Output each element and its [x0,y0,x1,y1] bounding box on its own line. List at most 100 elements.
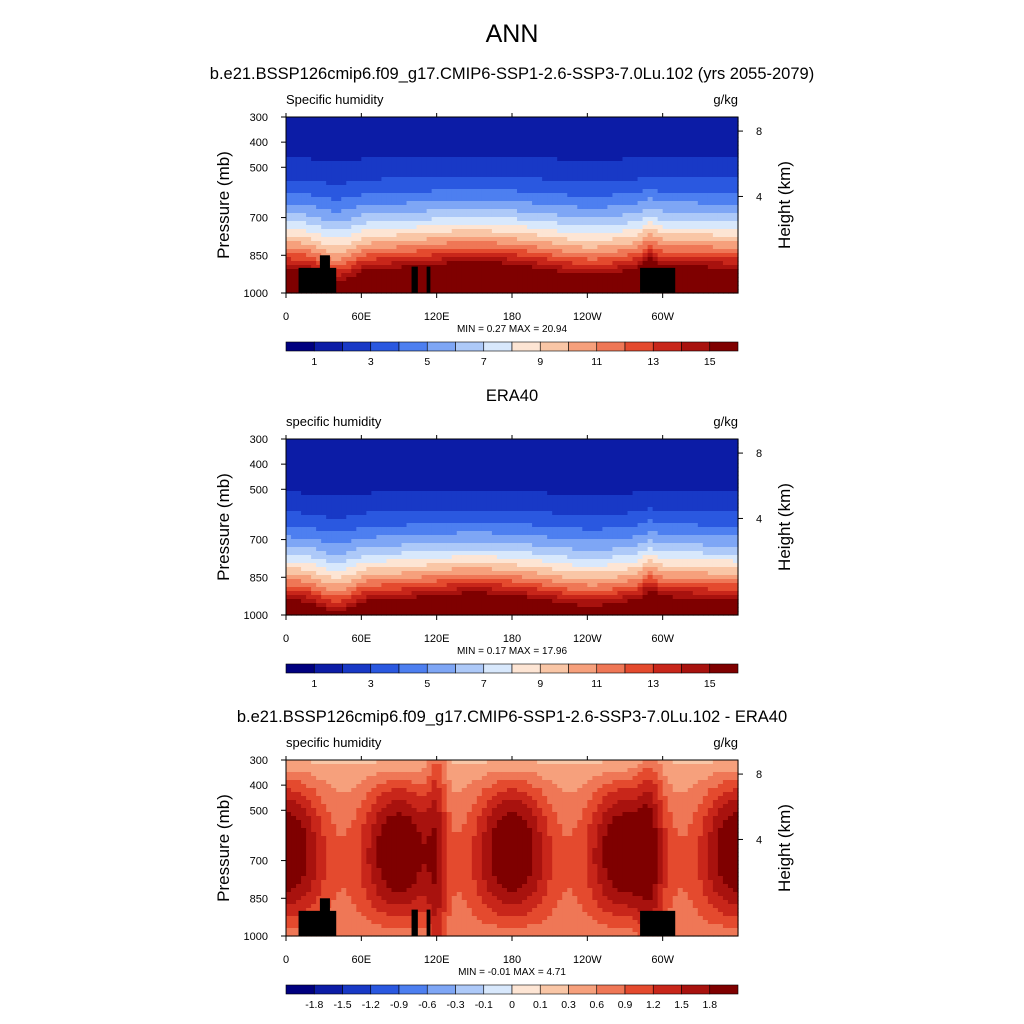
colorbar-label: 9 [537,356,543,368]
terrain-block [640,267,676,293]
colorbar-label: 5 [424,356,430,368]
x-tick-label: 180 [503,954,521,966]
y-axis-title: Pressure (mb) [214,794,233,902]
colorbar-swatch [511,984,541,995]
colorbar-label: -0.6 [418,999,436,1011]
colorbar-label: 3 [368,356,374,368]
x-tick-label: 180 [503,311,521,323]
colorbar-swatch [398,663,428,674]
terrain-block [298,267,337,293]
colorbar-label: 0.9 [618,999,633,1011]
colorbar-label: 13 [647,356,659,368]
colorbar-swatch [596,984,626,995]
y-tick-label: 850 [250,572,268,584]
terrain-block [411,266,418,293]
colorbar-swatch [709,984,739,995]
colorbar-swatch [426,663,456,674]
colorbar-swatch [652,341,682,352]
colorbar-swatch [313,341,343,352]
x-tick-label: 60W [651,633,674,645]
colorbar-label: 15 [704,678,716,690]
colorbar-swatch [568,663,598,674]
colorbar-swatch [652,663,682,674]
colorbar-label: 11 [591,678,602,690]
colorbar: -1.8 -1.5 -1.2 -0.9 -0.6 -0.3 -0.1 0 0.1 0.3 0.6 0.… [285,984,739,1011]
y-tick-label: 300 [250,755,268,767]
panel-title: b.e21.BSSP126cmip6.f09_g17.CMIP6-SSP1-2.… [210,65,814,83]
colorbar-label: 15 [704,356,716,368]
y-tick-label: 500 [250,484,268,496]
x-tick-label: 60W [651,311,674,323]
variable-label: specific humidity [286,414,382,429]
colorbar: 1 3 5 7 9 11 13 15 [285,341,739,368]
y-tick-label: 300 [250,434,268,446]
y2-tick-label: 4 [756,834,762,846]
colorbar-swatch [681,984,711,995]
colorbar-label: 1.8 [702,999,717,1011]
terrain-block [640,910,676,936]
terrain-block [426,266,431,293]
colorbar-swatch [342,663,372,674]
colorbar-swatch [455,984,485,995]
y2-tick-label: 8 [756,769,762,781]
colorbar: 1 3 5 7 9 11 13 15 [285,663,739,690]
colorbar-swatch [370,663,400,674]
panel-title: b.e21.BSSP126cmip6.f09_g17.CMIP6-SSP1-2.… [237,708,787,726]
x-tick-label: 60E [352,954,372,966]
heatmap-field [286,760,739,937]
y-tick-label: 500 [250,162,268,174]
x-tick-label: 60E [352,633,372,645]
colorbar-swatch [285,663,315,674]
y-axis-title: Pressure (mb) [214,151,233,259]
y-tick-label: 1000 [244,931,268,943]
colorbar-swatch [483,663,513,674]
x-tick-label: 0 [283,311,289,323]
colorbar-swatch [709,663,739,674]
colorbar-swatch [681,663,711,674]
colorbar-swatch [313,663,343,674]
colorbar-swatch [624,663,654,674]
units-label: g/kg [713,414,738,429]
colorbar-swatch [370,341,400,352]
figure-title: ANN [485,20,539,48]
colorbar-swatch [511,663,541,674]
x-tick-label: 120E [424,633,450,645]
colorbar-swatch [539,341,569,352]
colorbar-label: 3 [368,678,374,690]
y-tick-label: 700 [250,535,268,547]
terrain-block [319,255,330,293]
y-tick-label: 1000 [244,610,268,622]
colorbar-swatch [285,984,315,995]
y-tick-label: 700 [250,213,268,225]
min-max-stats: MIN = -0.01 MAX = 4.71 [458,967,566,978]
colorbar-swatch [455,341,485,352]
colorbar-label: 0.6 [589,999,604,1011]
colorbar-swatch [511,341,541,352]
y2-axis-title: Height (km) [775,804,794,892]
x-tick-label: 60E [352,311,372,323]
panel-1: b.e21.BSSP126cmip6.f09_g17.CMIP6-SSP1-2.… [210,65,814,368]
y2-axis-title: Height (km) [775,161,794,249]
colorbar-label: -1.2 [362,999,380,1011]
colorbar-swatch [285,341,315,352]
terrain-block [319,898,330,936]
panel-title: ERA40 [486,387,538,405]
colorbar-label: 7 [481,356,487,368]
colorbar-swatch [681,341,711,352]
terrain-mask [298,255,676,293]
terrain-mask [298,898,676,936]
colorbar-label: 1.5 [674,999,689,1011]
y-tick-label: 700 [250,856,268,868]
colorbar-label: -0.9 [390,999,408,1011]
colorbar-label: 1.2 [646,999,661,1011]
colorbar-swatch [398,341,428,352]
heatmap-field [286,117,739,294]
colorbar-swatch [426,984,456,995]
y-tick-label: 400 [250,459,268,471]
colorbar-label: -0.3 [446,999,464,1011]
y2-tick-label: 4 [756,513,762,525]
y-tick-label: 400 [250,137,268,149]
colorbar-swatch [370,984,400,995]
colorbar-swatch [709,341,739,352]
y2-tick-label: 4 [756,191,762,203]
